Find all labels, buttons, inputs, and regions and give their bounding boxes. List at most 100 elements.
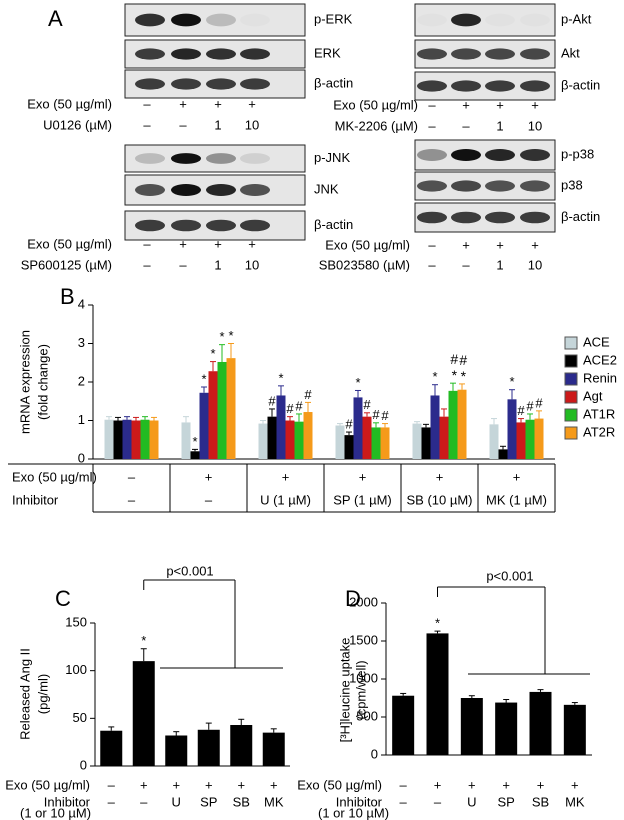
blot-label: p38: [561, 177, 583, 192]
band: [520, 149, 550, 161]
condition-value: +: [282, 469, 290, 484]
band: [206, 78, 236, 90]
bar: [208, 371, 218, 459]
treatment-value: +: [462, 97, 470, 112]
condition-value: SB (10 µM): [406, 492, 472, 507]
treatment-value: 1: [496, 118, 503, 133]
blot-label: β-actin: [314, 217, 353, 232]
band: [171, 13, 201, 27]
treatment-value: 1: [214, 117, 221, 132]
significance-marker: #: [304, 387, 312, 402]
treatment-value: +: [462, 237, 470, 252]
condition-value: –: [140, 794, 148, 809]
band: [485, 180, 515, 192]
bar: [181, 422, 191, 459]
bar: [258, 423, 268, 459]
significance-marker: *: [219, 329, 224, 344]
treatment-label: U0126 (µM): [43, 117, 112, 132]
condition-value: –: [108, 777, 116, 792]
significance-marker: #: [345, 416, 353, 431]
treatment-label: Exo (50 µg/ml): [325, 237, 410, 252]
bar: [199, 392, 209, 459]
treatment-label: Exo (50 µg/ml): [27, 236, 112, 251]
bar: [190, 451, 200, 459]
bar: [165, 735, 188, 766]
bar: [140, 419, 150, 459]
condition-value: SB: [532, 794, 549, 809]
significance-marker: #: [526, 398, 534, 413]
treatment-value: +: [214, 236, 222, 251]
bar: [335, 425, 345, 459]
bar: [380, 427, 390, 459]
bar: [460, 698, 483, 755]
treatment-value: +: [248, 96, 256, 111]
treatment-value: 1: [496, 257, 503, 272]
treatment-value: 10: [245, 257, 259, 272]
bar: [294, 421, 304, 459]
y-tick-label: 2: [78, 373, 85, 388]
condition-value: +: [172, 777, 180, 792]
band: [417, 14, 447, 27]
legend-swatch: [564, 372, 578, 386]
band: [451, 13, 481, 27]
condition-value: MK: [264, 794, 284, 809]
condition-note: (1 or 10 µM): [20, 805, 91, 820]
significance-marker: #*: [446, 351, 462, 383]
bar: [529, 691, 552, 755]
legend-label: AT1R: [583, 406, 615, 421]
bar: [430, 395, 440, 459]
significance-marker: #: [535, 395, 543, 410]
bar: [525, 419, 535, 459]
treatment-value: –: [428, 257, 436, 272]
condition-value: +: [571, 777, 579, 792]
condition-value: +: [205, 777, 213, 792]
band: [171, 153, 201, 164]
condition-value: U (1 µM): [260, 492, 311, 507]
treatment-value: +: [214, 96, 222, 111]
band: [135, 184, 165, 196]
band: [206, 184, 236, 196]
band: [135, 219, 165, 232]
panel-label: A: [48, 6, 63, 31]
treatment-value: 10: [528, 257, 542, 272]
band: [171, 184, 201, 196]
treatment-value: 10: [245, 117, 259, 132]
treatment-value: –: [143, 96, 151, 111]
band: [206, 13, 236, 27]
legend-label: AT2R: [583, 424, 615, 439]
band: [451, 80, 481, 92]
band: [417, 149, 447, 161]
bar: [344, 435, 354, 459]
blot: [414, 3, 556, 37]
bar: [426, 633, 449, 755]
y-tick-label: 150: [65, 614, 87, 629]
band: [485, 211, 515, 224]
band: [135, 78, 165, 90]
significance-marker: #: [295, 398, 303, 413]
band: [206, 48, 236, 60]
significance-marker: *: [355, 375, 360, 390]
blot-label: p-ERK: [314, 11, 353, 26]
blot-label: β-actin: [561, 77, 600, 92]
bar: [392, 695, 415, 755]
band: [520, 80, 550, 92]
annotation: p<0.001: [166, 563, 213, 578]
condition-value: +: [513, 469, 521, 484]
blot-label: p-p38: [561, 146, 594, 161]
bar: [439, 416, 449, 459]
treatment-value: –: [462, 257, 470, 272]
significance-marker: #*: [455, 352, 471, 384]
band: [451, 180, 481, 192]
condition-value: +: [537, 777, 545, 792]
band: [135, 13, 165, 27]
significance-marker: #: [372, 407, 380, 422]
legend-swatch: [564, 426, 578, 440]
legend-swatch: [564, 336, 578, 350]
significance-marker: #: [517, 403, 525, 418]
condition-value: +: [205, 469, 213, 484]
condition-value: SP: [497, 794, 514, 809]
band: [520, 48, 550, 60]
condition-value: –: [108, 794, 116, 809]
band: [206, 153, 236, 164]
y-tick-label: 4: [78, 296, 85, 311]
